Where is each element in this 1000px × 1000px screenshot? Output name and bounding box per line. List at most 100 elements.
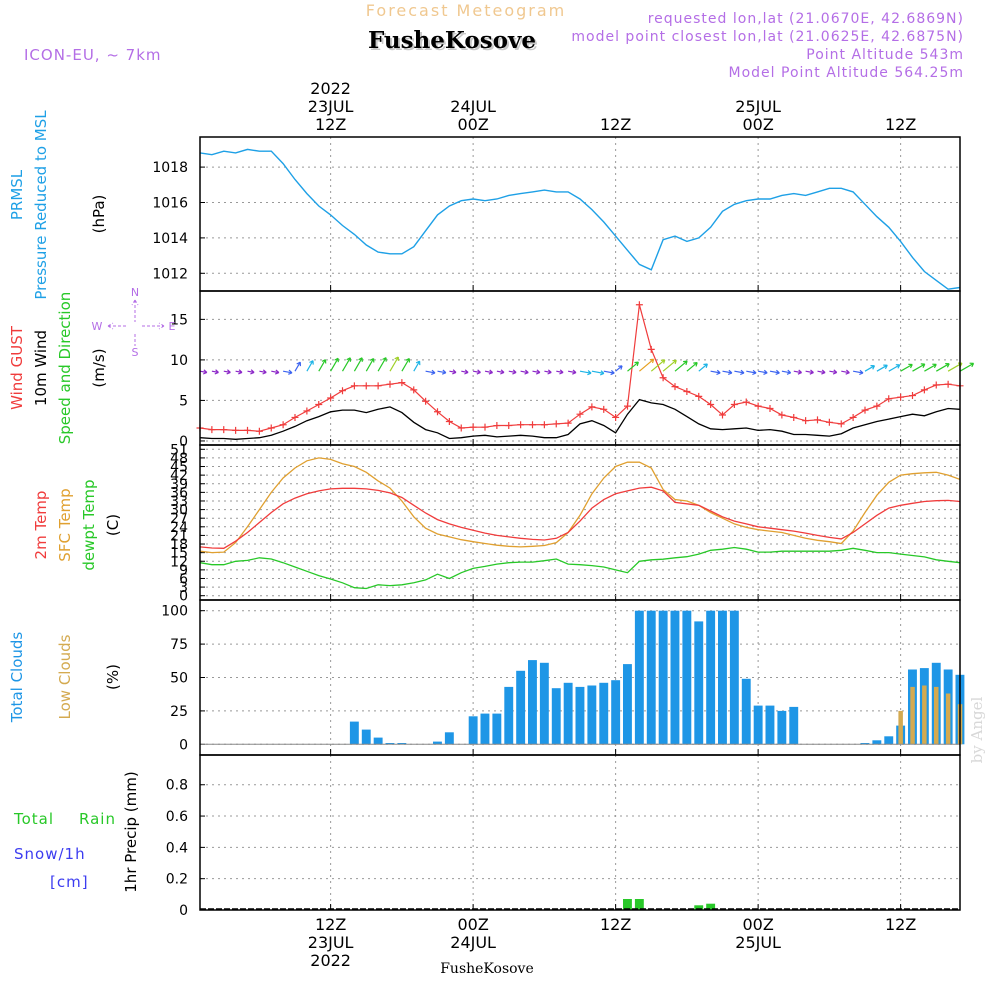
temp-ytick-label: 27 [170,511,188,527]
wind-direction-arrow [876,364,888,372]
wind-direction-arrow [544,369,552,375]
wind-direction-arrow [900,363,913,372]
dewpt-line [200,546,960,590]
bottom-time-label: 12Z [885,915,916,934]
wind-direction-arrow [722,369,733,375]
total-cloud-bar [587,685,597,745]
gust-marker [849,413,857,421]
pressure-label-2: Pressure Reduced to MSL [32,110,50,300]
top-time-label: 24JUL [450,97,496,116]
gust-marker [576,410,584,418]
low-cloud-label: Low Clouds [56,634,74,719]
total-cloud-bar [611,680,621,745]
gust-marker [267,424,275,432]
wind-direction-arrow [259,369,267,375]
temp-ytick-label: 9 [179,563,188,579]
top-time-label: 2022 [310,79,351,98]
low-cloud-bar [898,710,903,745]
precip-plot-area [200,755,960,910]
wind-direction-arrow [912,363,926,372]
gust-marker [742,398,750,406]
temp-ytick-label: 45 [170,460,188,476]
wind-direction-arrow [650,359,666,372]
wind-direction-arrow [282,369,293,375]
gust-marker [303,407,311,415]
rain-bar [634,899,644,910]
pressure-ytick-label: 1012 [152,266,188,282]
wind-direction-arrow [805,369,814,375]
panel-wind: 0 5 10 15 [170,291,975,450]
wind-direction-arrow [829,369,838,375]
total-cloud-bar [468,716,478,745]
gust-marker [529,421,536,429]
total-cloud-bar [753,705,763,745]
bottom-time-label: 23JUL [308,933,354,952]
total-cloud-bar [528,660,537,745]
wind-direction-arrow [698,363,708,372]
compass-north: N [131,286,139,299]
gust-marker [374,382,382,390]
cloud-unit: (%) [104,664,122,690]
wind-direction-arrow [841,369,850,375]
gust-marker [505,422,513,430]
wind-direction-arrow [330,357,339,372]
wind-direction-arrow [769,369,780,375]
total-cloud-bar [860,743,870,745]
gust-marker [445,417,453,425]
temp-ytick-label: 12 [170,554,188,570]
pressure-plot-area [200,137,960,291]
gust-marker [719,411,726,419]
wind-direction-arrow [223,369,231,375]
wind-direction-arrow [793,369,803,375]
gust-marker [422,397,430,405]
wind-direction-arrow [888,364,901,372]
gust-marker [624,402,631,410]
total-cloud-bar [646,610,656,745]
gust-marker [517,421,525,429]
gust-marker [897,393,905,401]
wind-unit: (m/s) [90,348,108,387]
compass-south: S [132,346,139,359]
total-cloud-bar [718,610,727,745]
wind-direction-label: Speed and Direction [56,292,74,445]
temp-ytick-label: 51 [170,442,188,458]
bottom-time-label: 25JUL [735,933,781,952]
model-altitude: Model Point Altitude 564.25m [729,65,964,81]
total-cloud-bar [385,743,395,745]
total-cloud-bar [433,741,442,745]
low-cloud-bar [922,685,927,745]
wind-direction-arrow [959,362,975,372]
top-time-label: 25JUL [735,97,781,116]
wind-ytick-label: 5 [179,393,188,409]
total-cloud-bar [670,610,680,745]
gust-marker [837,420,845,428]
wind-direction-arrow [935,363,950,372]
temp-ytick-label: 42 [170,468,188,484]
temp-ytick-label: 24 [170,520,188,536]
gust-marker [493,422,501,430]
temp-ytick-label: 48 [170,451,188,467]
gust-marker [600,405,608,413]
location-shadow: FusheKosove [370,29,538,56]
model-label: ICON-EU, ~ 7km [24,46,162,64]
temp-ytick-label: 39 [170,477,188,493]
chart-title: Forecast Meteogram [366,1,566,20]
wind-direction-arrow [579,370,592,376]
wind-gust-line [200,304,960,432]
temp-ytick-label: 21 [170,528,188,544]
t2m-line [200,486,960,549]
gust-marker [802,417,810,425]
wind-direction-arrow [734,369,745,376]
wind-direction-arrow [674,360,688,372]
total-cloud-bar [516,670,526,745]
temp-ytick-label: 30 [170,503,188,519]
wind-direction-arrow [817,369,826,375]
gust-marker [552,420,560,428]
total-cloud-bar [729,610,739,745]
wind-direction-arrow [365,357,375,372]
panel-border [199,754,961,911]
precip-total-label: Total [13,810,54,828]
total-cloud-bar [658,610,668,745]
temp-ytick-label: 36 [170,485,188,501]
wind-direction-arrow [235,369,243,375]
